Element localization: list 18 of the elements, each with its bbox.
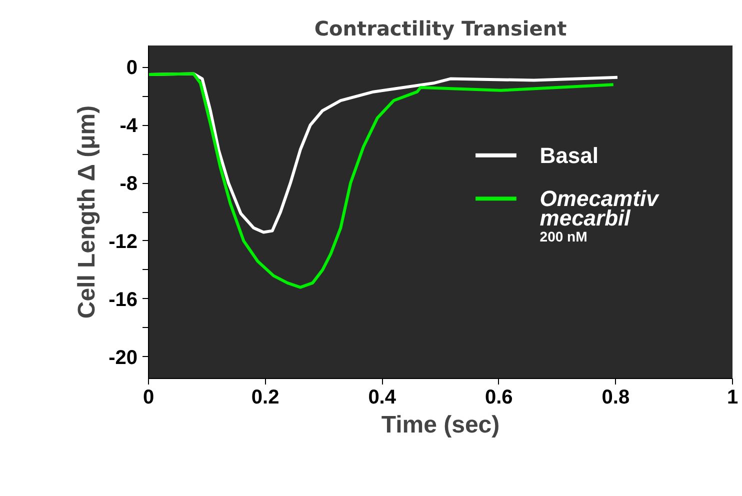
annotation: 200 nM: [540, 228, 588, 244]
chart-title: Contractility Transient: [314, 16, 568, 40]
x-tick-label: 0.8: [602, 386, 630, 408]
y-axis-title: Cell Length Δ (μm): [74, 105, 101, 319]
x-tick-label: 0: [142, 386, 154, 408]
y-tick-label: -20: [108, 346, 138, 369]
legend-label: Basal: [540, 142, 598, 168]
x-tick-label: 0.4: [368, 386, 397, 408]
y-tick-label: -12: [108, 230, 138, 253]
y-tick-label: -8: [120, 173, 138, 196]
y-tick-label: 0: [126, 57, 138, 80]
y-tick-label: -4: [120, 115, 138, 138]
y-tick-label: -16: [108, 288, 138, 311]
legend-label: Omecamtiv mecarbil: [540, 186, 660, 231]
x-tick-label: 0.6: [485, 386, 513, 408]
x-axis-title: Time (sec): [381, 412, 500, 438]
x-tick-label: 1: [726, 386, 738, 408]
x-tick-label: 0.2: [251, 386, 280, 408]
